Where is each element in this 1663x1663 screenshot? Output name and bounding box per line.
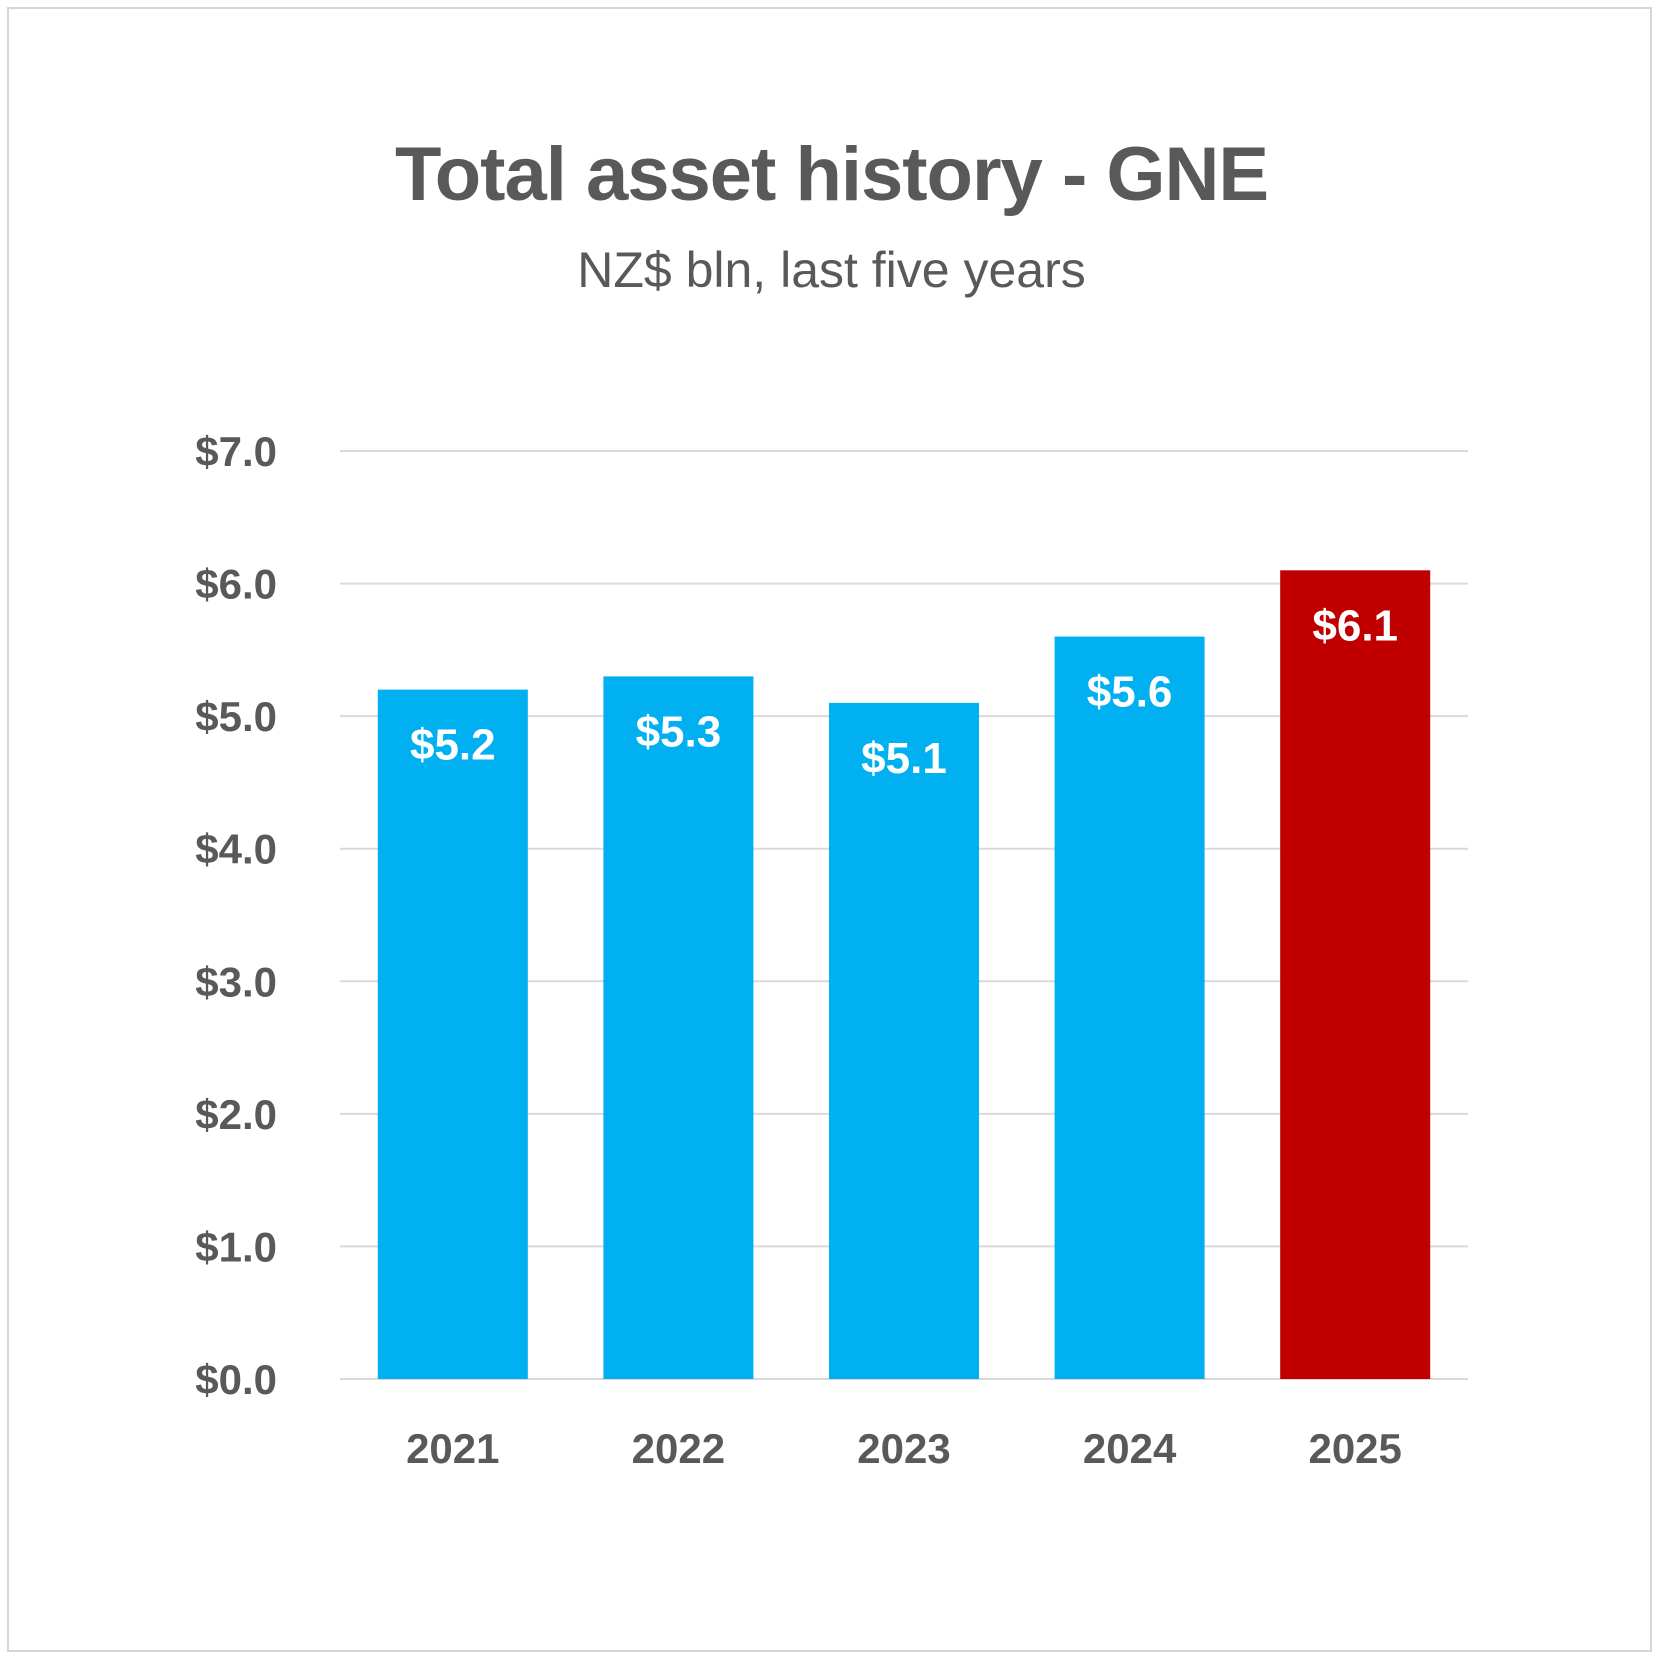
x-tick-label: 2023 [857, 1425, 950, 1472]
x-tick-label: 2022 [632, 1425, 725, 1472]
bar [377, 689, 528, 1379]
data-label: $5.6 [1087, 668, 1173, 717]
data-label: $6.1 [1312, 601, 1398, 650]
y-tick-label: $5.0 [195, 693, 277, 740]
bar [603, 676, 754, 1379]
data-label: $5.1 [861, 734, 947, 783]
y-tick-label: $7.0 [195, 428, 277, 475]
x-tick-label: 2025 [1308, 1425, 1401, 1472]
y-tick-label: $6.0 [195, 561, 277, 608]
chart-frame: Total asset history - GNE NZ$ bln, last … [7, 7, 1652, 1652]
bar [1054, 636, 1205, 1379]
chart-subtitle: NZ$ bln, last five years [577, 242, 1086, 298]
data-label: $5.3 [636, 707, 722, 756]
y-tick-label: $1.0 [195, 1223, 277, 1270]
bar [828, 702, 980, 1379]
y-tick-label: $2.0 [195, 1091, 277, 1138]
bar-chart: $0.0 $1.0 $2.0 $3.0 $4.0 $5.0 $6.0 $7.0 $5.2 2021… [195, 428, 1468, 1472]
chart-title: Total asset history - GNE [394, 132, 1269, 217]
y-tick-label: $0.0 [195, 1356, 277, 1403]
x-tick-label: 2024 [1083, 1425, 1177, 1472]
bar [1280, 570, 1431, 1379]
x-tick-label: 2021 [406, 1425, 499, 1472]
y-tick-label: $3.0 [195, 958, 277, 1005]
data-label: $5.2 [410, 721, 496, 770]
y-tick-label: $4.0 [195, 826, 277, 873]
